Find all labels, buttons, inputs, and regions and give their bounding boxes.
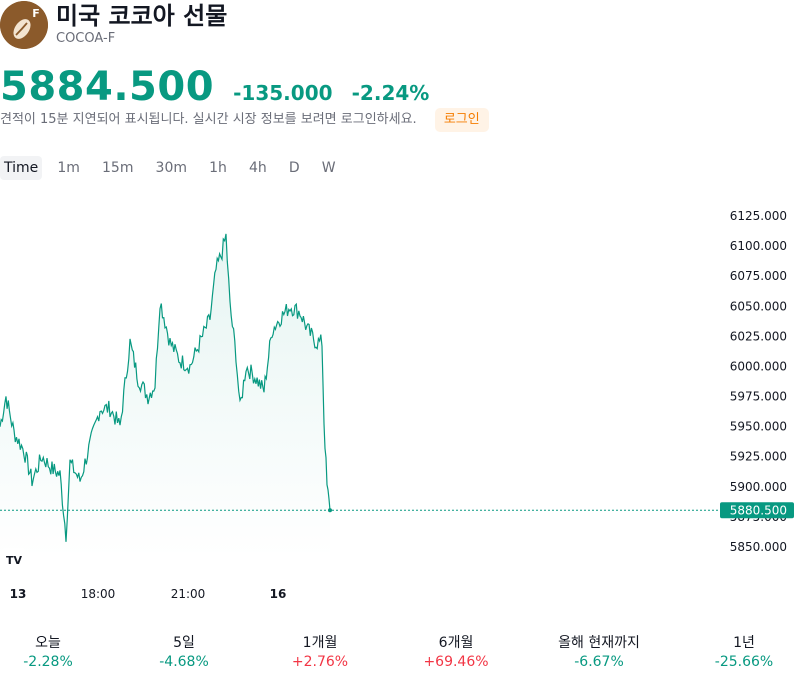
tab-4h[interactable]: 4h <box>248 160 267 176</box>
x-tick-label: 16 <box>270 587 287 601</box>
period-label: 오늘 <box>35 635 61 651</box>
delay-notice: 견적이 15분 지연되어 표시됩니다. 실시간 시장 정보를 보려면 로그인하세… <box>0 112 417 127</box>
y-tick-label: 5950.000 <box>730 420 787 434</box>
performance-summary: 오늘 -2.28% 5일 -4.68% 1개월 +2.76% 6개월 +69.4… <box>0 634 800 674</box>
price-line <box>0 233 331 542</box>
symbol-title: 미국 코코아 선물 <box>56 2 228 30</box>
y-tick-label: 6050.000 <box>730 299 787 313</box>
tradingview-logo[interactable]: TV <box>2 548 26 570</box>
current-price-marker: 5880.500 <box>0 502 794 519</box>
price-area <box>0 233 330 559</box>
tab-1m[interactable]: 1m <box>57 160 80 176</box>
last-price-dot <box>328 508 332 513</box>
logo-letter: F <box>32 7 40 20</box>
y-tick-label: 5900.000 <box>730 480 787 494</box>
tab-1h[interactable]: 1h <box>209 160 227 176</box>
period-label: 1개월 <box>302 635 338 651</box>
cocoa-bean-icon: F <box>0 1 48 49</box>
period-value: -6.67% <box>574 654 624 670</box>
period-label: 5일 <box>173 635 195 651</box>
delay-notice-row: 견적이 15분 지연되어 표시됩니다. 실시간 시장 정보를 보려면 로그인하세… <box>0 108 489 132</box>
tab-30m[interactable]: 30m <box>155 160 187 176</box>
price-change: -135.000 <box>233 81 333 105</box>
x-axis: 13 18:00 21:00 16 <box>10 587 287 601</box>
price-change-percent: -2.24% <box>351 81 430 105</box>
period-value: -2.28% <box>23 654 73 670</box>
y-tick-label: 5925.000 <box>730 450 787 464</box>
tab-d[interactable]: D <box>288 160 300 176</box>
current-price-label: 5880.500 <box>730 503 787 517</box>
interval-tabs: Time 1m 15m 30m 1h 4h D W <box>0 156 346 180</box>
price-chart[interactable]: 6125.000 6100.000 6075.000 6050.000 6025.000… <box>0 184 800 614</box>
y-tick-label: 5975.000 <box>730 390 787 404</box>
period-1m: 1개월 +2.76% <box>260 634 380 672</box>
y-tick-label: 6025.000 <box>730 329 787 343</box>
period-label: 6개월 <box>438 635 474 651</box>
price-series-line <box>0 233 331 542</box>
period-value: +2.76% <box>291 654 349 670</box>
x-tick-label: 21:00 <box>171 587 206 601</box>
period-ytd: 올해 현재까지 -6.67% <box>539 634 659 672</box>
symbol-header: F 미국 코코아 선물 COCOA-F <box>0 0 800 50</box>
y-tick-label: 6075.000 <box>730 269 787 283</box>
symbol-logo: F <box>0 1 48 49</box>
period-value: +69.46% <box>423 654 489 670</box>
x-tick-label: 18:00 <box>81 587 116 601</box>
period-6m: 6개월 +69.46% <box>396 634 516 672</box>
period-label: 올해 현재까지 <box>558 635 640 651</box>
symbol-ticker: COCOA-F <box>56 31 116 46</box>
y-tick-label: 6125.000 <box>730 209 787 223</box>
period-label: 1년 <box>733 635 755 651</box>
period-value: -25.66% <box>714 654 774 670</box>
x-tick-label: 13 <box>10 587 27 601</box>
login-button[interactable]: 로그인 <box>434 108 489 132</box>
y-tick-label: 5850.000 <box>730 540 787 554</box>
period-1y: 1년 -25.66% <box>684 634 800 672</box>
tab-time[interactable]: Time <box>0 156 43 180</box>
period-value: -4.68% <box>159 654 209 670</box>
quote-row: 5884.500 -135.000 -2.24% <box>0 64 429 110</box>
y-tick-label: 6100.000 <box>730 239 787 253</box>
y-tick-label: 6000.000 <box>730 359 787 373</box>
tab-w[interactable]: W <box>321 160 336 176</box>
period-5d: 5일 -4.68% <box>124 634 244 672</box>
current-price-label-bg <box>720 502 794 519</box>
price-area-fill <box>0 233 330 559</box>
tab-15m[interactable]: 15m <box>102 160 134 176</box>
tradingview-logo-text: TV <box>6 554 23 567</box>
y-axis: 6125.000 6100.000 6075.000 6050.000 6025.000… <box>730 209 787 554</box>
period-today: 오늘 -2.28% <box>0 634 108 672</box>
last-price: 5884.500 <box>0 64 215 110</box>
